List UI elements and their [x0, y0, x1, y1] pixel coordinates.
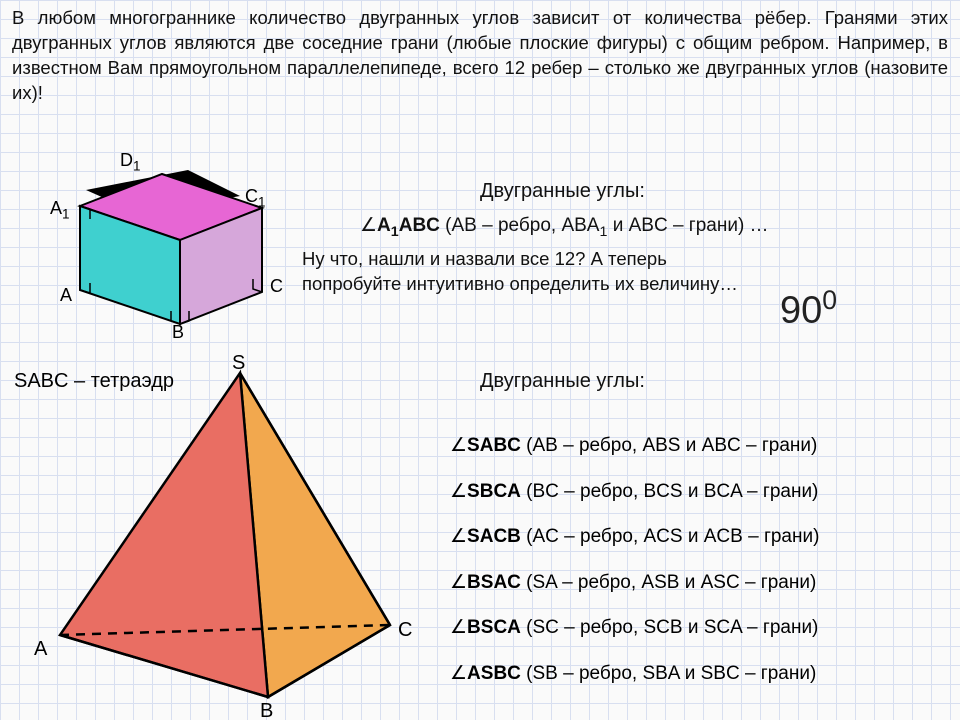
tetra-angle-1: ∠SBCA (BC – ребро, BCS и BCA – грани) [450, 469, 819, 515]
cube-label-c1: C1 [245, 186, 266, 210]
intro-paragraph: В любом многограннике количество двугран… [12, 6, 948, 106]
tetra-angles-list: ∠SABC (AB – ребро, ABS и ABC – грани) ∠S… [450, 423, 819, 697]
tetra-angle-2: ∠SACB (AC – ребро, ACS и ACB – грани) [450, 514, 819, 560]
tetra-label-c: C [398, 619, 412, 642]
ninety-degrees: 900 [780, 285, 837, 333]
tetra-angle-3: ∠BSAC (SA – ребро, ASB и ASC – грани) [450, 560, 819, 606]
cube-diagram-main [40, 140, 300, 350]
tetra-angle-0: ∠SABC (AB – ребро, ABS и ABC – грани) [450, 423, 819, 469]
cube-label-a1: A1 [50, 198, 70, 222]
tetra-angles-title: Двугранные углы: [480, 370, 645, 393]
cube-label-c: C [270, 276, 283, 297]
tetra-angle-4: ∠BSCA (SC – ребро, SCB и SCA – грани) [450, 605, 819, 651]
cube-angle-example: ∠A1ABC (AB – ребро, ABA1 и ABC – грани) … [360, 214, 769, 240]
cube-label-d1: D1 [120, 150, 141, 174]
cube-angles-title: Двугранные углы: [480, 180, 645, 203]
cube-label-a: A [60, 285, 72, 306]
tetra-diagram [30, 355, 440, 715]
tetra-angle-5: ∠ASBC (SB – ребро, SBA и SBC – грани) [450, 651, 819, 697]
tetra-label-a: A [34, 638, 47, 661]
tetra-label-s: S [232, 352, 245, 375]
cube-label-b: B [172, 322, 184, 343]
cube-question: Ну что, нашли и назвали все 12? А теперь… [302, 247, 752, 297]
